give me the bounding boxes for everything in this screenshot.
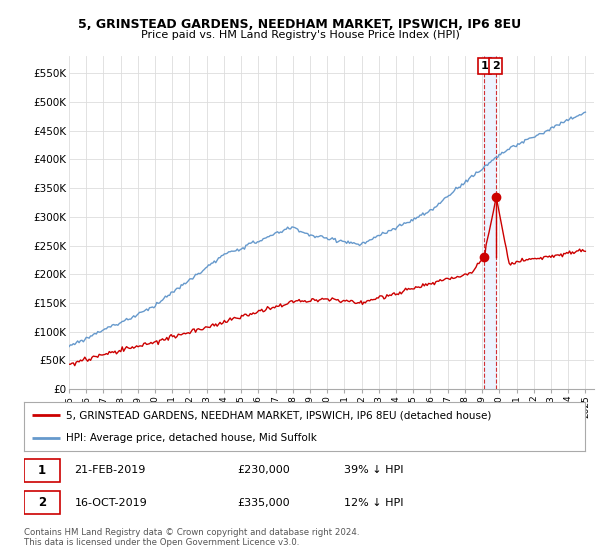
Text: 2: 2: [492, 61, 500, 71]
Text: 2: 2: [38, 496, 46, 509]
Text: 21-FEB-2019: 21-FEB-2019: [74, 465, 146, 475]
Text: 12% ↓ HPI: 12% ↓ HPI: [344, 498, 403, 507]
Text: 39% ↓ HPI: 39% ↓ HPI: [344, 465, 403, 475]
FancyBboxPatch shape: [24, 459, 61, 482]
Text: £230,000: £230,000: [237, 465, 290, 475]
Bar: [484, 56, 496, 389]
Text: 1: 1: [481, 61, 488, 71]
FancyBboxPatch shape: [24, 492, 61, 514]
Text: 16-OCT-2019: 16-OCT-2019: [74, 498, 147, 507]
Text: 5, GRINSTEAD GARDENS, NEEDHAM MARKET, IPSWICH, IP6 8EU: 5, GRINSTEAD GARDENS, NEEDHAM MARKET, IP…: [79, 18, 521, 31]
Text: 1: 1: [38, 464, 46, 477]
Text: HPI: Average price, detached house, Mid Suffolk: HPI: Average price, detached house, Mid …: [66, 433, 317, 444]
Text: Price paid vs. HM Land Registry's House Price Index (HPI): Price paid vs. HM Land Registry's House …: [140, 30, 460, 40]
Text: £335,000: £335,000: [237, 498, 290, 507]
Text: 5, GRINSTEAD GARDENS, NEEDHAM MARKET, IPSWICH, IP6 8EU (detached house): 5, GRINSTEAD GARDENS, NEEDHAM MARKET, IP…: [66, 410, 491, 421]
Text: Contains HM Land Registry data © Crown copyright and database right 2024.
This d: Contains HM Land Registry data © Crown c…: [24, 528, 359, 547]
